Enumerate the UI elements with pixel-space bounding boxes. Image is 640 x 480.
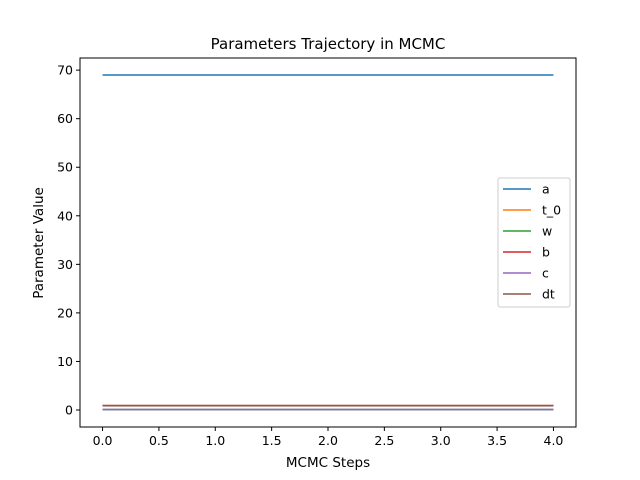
legend-label: w bbox=[542, 224, 552, 239]
x-tick-label: 3.0 bbox=[431, 433, 451, 448]
legend-label: b bbox=[542, 245, 550, 260]
x-axis-label: MCMC Steps bbox=[286, 455, 370, 471]
x-tick-label: 4.0 bbox=[544, 433, 564, 448]
chart-title: Parameters Trajectory in MCMC bbox=[211, 35, 446, 53]
y-tick-label: 50 bbox=[57, 160, 73, 175]
y-axis-ticks: 0 10 20 30 40 50 60 70 bbox=[57, 63, 80, 418]
x-tick-label: 2.5 bbox=[374, 433, 394, 448]
legend-label: t_0 bbox=[542, 203, 561, 218]
legend-label: a bbox=[542, 182, 550, 197]
y-tick-label: 70 bbox=[57, 63, 73, 78]
x-tick-label: 3.5 bbox=[487, 433, 507, 448]
legend-label: c bbox=[542, 266, 549, 281]
x-tick-label: 2.0 bbox=[318, 433, 338, 448]
y-tick-label: 0 bbox=[65, 403, 73, 418]
x-axis-ticks: 0.0 0.5 1.0 1.5 2.0 2.5 3.0 3.5 4.0 bbox=[93, 427, 564, 448]
y-tick-label: 40 bbox=[57, 208, 73, 223]
y-tick-label: 60 bbox=[57, 111, 73, 126]
x-tick-label: 1.0 bbox=[205, 433, 225, 448]
y-tick-label: 30 bbox=[57, 257, 73, 272]
x-tick-label: 0.5 bbox=[149, 433, 169, 448]
y-tick-label: 10 bbox=[57, 354, 73, 369]
plot-area: 0.0 0.5 1.0 1.5 2.0 2.5 3.0 3.5 4.0 0 10 20 30 40 50 6… bbox=[57, 57, 577, 448]
y-tick-label: 20 bbox=[57, 305, 73, 320]
y-axis-label: Parameter Value bbox=[31, 187, 47, 299]
x-tick-label: 0.0 bbox=[93, 433, 113, 448]
series-layer bbox=[102, 74, 554, 411]
legend-frame bbox=[497, 177, 571, 308]
legend-label: dt bbox=[542, 287, 555, 302]
x-tick-label: 1.5 bbox=[262, 433, 282, 448]
